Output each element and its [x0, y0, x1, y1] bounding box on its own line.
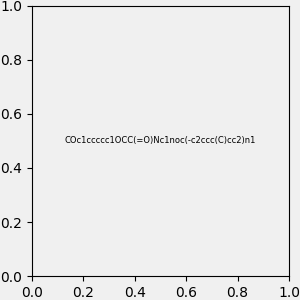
Text: COc1ccccc1OCC(=O)Nc1noc(-c2ccc(C)cc2)n1: COc1ccccc1OCC(=O)Nc1noc(-c2ccc(C)cc2)n1: [65, 136, 256, 146]
